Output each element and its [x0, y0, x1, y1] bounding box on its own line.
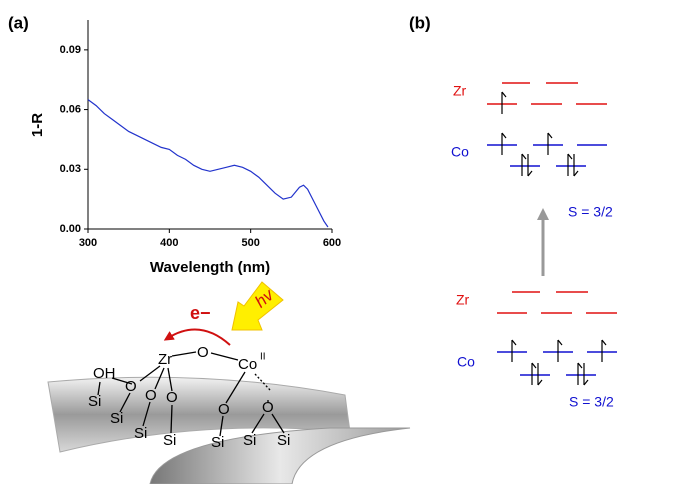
- atom: Co: [238, 356, 257, 373]
- x-tick-label: 600: [323, 237, 341, 249]
- atom: O: [197, 344, 209, 361]
- atom: Si: [88, 393, 101, 410]
- panel-label: (b): [409, 13, 431, 32]
- spin-label: S = 3/2: [569, 394, 614, 410]
- x-tick-label: 400: [160, 237, 178, 249]
- atom: O: [166, 389, 178, 406]
- atom: Si: [211, 434, 224, 451]
- atom: O: [218, 401, 230, 418]
- x-tick-label: 500: [241, 237, 259, 249]
- atom: Si: [163, 432, 176, 449]
- atom: O: [125, 378, 137, 395]
- atom: Si: [277, 432, 290, 449]
- energy-levels: [487, 83, 617, 385]
- co-label: Co: [451, 144, 469, 160]
- atom: Zr: [158, 351, 172, 368]
- co-label: Co: [457, 354, 475, 370]
- y-tick-label: 0.00: [60, 223, 81, 235]
- y-tick-label: 0.03: [60, 163, 81, 175]
- y-tick-label: 0.09: [60, 44, 81, 56]
- spin-label: S = 3/2: [568, 204, 613, 220]
- zr-label: Zr: [456, 292, 470, 308]
- atom: OH: [93, 365, 116, 382]
- photon-arrow: [232, 282, 283, 330]
- data-line: [88, 100, 328, 227]
- electron-arrow: [168, 329, 230, 345]
- atom: O: [145, 387, 157, 404]
- zr-label: Zr: [453, 83, 467, 99]
- page: {"panel_labels": ["(a)", "(b)"], "chart_…: [0, 0, 681, 484]
- figure: (a) (b) 0.00 0.03 0.06 0.09 300 400 500 600 Wave…: [0, 0, 681, 484]
- atom-superscript: II: [260, 352, 266, 363]
- y-tick-label: 0.06: [60, 103, 81, 115]
- chart: 0.00 0.03 0.06 0.09 300 400 500 600 Wavelength (…: [29, 20, 341, 276]
- atom: Si: [243, 432, 256, 449]
- y-axis-title: 1-R: [29, 113, 46, 137]
- atom: Si: [110, 410, 123, 427]
- x-tick-label: 300: [79, 237, 97, 249]
- x-axis-title: Wavelength (nm): [150, 259, 270, 276]
- electron-label: e−: [190, 303, 211, 323]
- atom: O: [262, 399, 274, 416]
- atom: Si: [134, 425, 147, 442]
- panel-label: (a): [8, 13, 29, 32]
